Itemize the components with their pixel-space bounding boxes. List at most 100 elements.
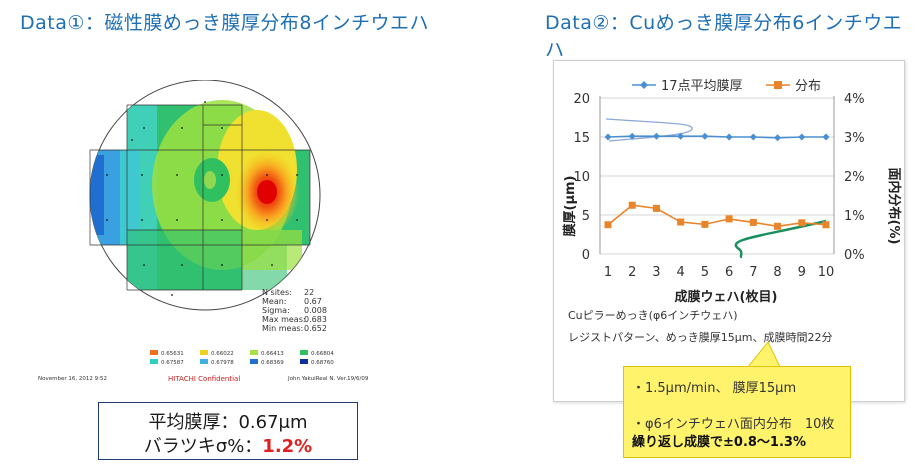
caption-line-1: Cuピラーめっき(φ6インチウェハ): [568, 309, 738, 322]
caption-line-2: レジストパターン、めっき膜厚15μm、成膜時間22分: [568, 331, 833, 344]
legend-series-1: 17点平均膜厚: [661, 79, 743, 94]
y-axis-left-title: 膜厚(μm): [562, 176, 578, 237]
y-right-tick-label: 2%: [844, 170, 865, 185]
stat-value: 0.008: [304, 306, 327, 315]
legend-swatch: [150, 359, 158, 364]
summary-sigma: バラツキσ%：1.2%: [99, 432, 357, 458]
legend-swatch: [200, 359, 208, 364]
stat-row: Mean: 0.67: [262, 297, 322, 306]
line-chart: 0 5 10 15 20 0% 1% 2% 3% 4% 1 2 3 4 5 6 7 8 9 10 17点平均膜厚 分布…: [553, 60, 905, 402]
sigma-label: バラツキσ%：: [143, 436, 263, 457]
data-point-diamond: [749, 133, 757, 141]
legend-swatch: [250, 350, 258, 355]
legend-marker-square: [774, 81, 782, 89]
summary-mean: 平均膜厚：0.67μm: [148, 412, 308, 433]
y-axis-right-title: 面内分布(%): [886, 168, 902, 245]
title-left: Data①：磁性膜めっき膜厚分布8インチウエハ: [20, 12, 429, 34]
legend-value: 0.67978: [211, 360, 234, 366]
legend-swatch: [250, 359, 258, 364]
data-point-square: [774, 222, 782, 230]
legend-value: 0.66804: [311, 351, 334, 357]
x-tick-label: 10: [818, 265, 835, 280]
legend-value: 0.67587: [161, 360, 184, 366]
data-point-square: [798, 219, 806, 227]
data-point-diamond: [774, 134, 782, 142]
wafer-footer-right: John YakuiReal N. Ver.19/6/09: [288, 376, 369, 382]
stat-row: Min meas: 0.652: [262, 324, 327, 333]
line-chart-graphic: 0 5 10 15 20 0% 1% 2% 3% 4% 1 2 3 4 5 6 7 8 9 10 17点平均膜厚 分布…: [562, 79, 902, 305]
x-tick-label: 6: [725, 265, 733, 280]
legend-value: 0.68369: [261, 360, 284, 366]
x-tick-label: 7: [749, 265, 757, 280]
data-point-diamond: [604, 133, 612, 141]
stat-value: 22: [304, 288, 315, 297]
data-point-diamond: [822, 133, 830, 141]
legend-value: 0.68760: [311, 360, 334, 366]
data-point-square: [822, 221, 830, 229]
stat-row: Sigma: 0.008: [262, 306, 327, 315]
y-left-tick-label: 10: [573, 170, 590, 185]
x-tick-label: 2: [628, 265, 636, 280]
x-tick-label: 5: [701, 265, 709, 280]
data-point-square: [701, 220, 709, 228]
wafer-footer-center: HITACHI Confidential: [168, 375, 241, 383]
data-point-square: [677, 218, 685, 226]
callout-line-2: ・φ6インチウェハ面内分布 10枚: [632, 417, 835, 432]
y-right-tick-label: 1%: [844, 209, 865, 224]
summary-box: 平均膜厚：0.67μm バラツキσ%：1.2%: [98, 402, 358, 460]
stat-row: Max meas: 0.683: [262, 315, 327, 324]
upper-curve: [605, 118, 693, 142]
data-point-square: [628, 201, 636, 209]
callout-line-3: 繰り返し成膜で±0.8～1.3%: [632, 435, 806, 450]
lower-curve: [734, 219, 827, 259]
chart-legend: 17点平均膜厚 分布: [632, 79, 821, 94]
legend-swatch: [200, 350, 208, 355]
data-point-diamond: [701, 132, 709, 140]
stat-value: 0.652: [304, 324, 327, 333]
legend-value: 0.66413: [261, 351, 284, 357]
y-right-tick-label: 0%: [844, 248, 865, 263]
wafer-stats: N sites: 22 Mean: 0.67 Sigma: 0.008 Max …: [262, 288, 327, 333]
callout-line-1: ・1.5μm/min、 膜厚15μm: [632, 381, 797, 396]
stat-value: 0.67: [304, 297, 322, 306]
y-left-tick-label: 5: [582, 209, 590, 224]
data-point-diamond: [628, 132, 636, 140]
y-right-tick-label: 4%: [844, 92, 865, 107]
stat-label: Sigma:: [262, 306, 290, 315]
sigma-value: 1.2%: [262, 436, 313, 457]
stat-row: N sites: 22: [262, 288, 314, 297]
data-point-diamond: [798, 133, 806, 141]
y-left-tick-label: 20: [573, 92, 590, 107]
y-left-tick-label: 15: [573, 131, 590, 146]
x-tick-label: 1: [604, 265, 612, 280]
legend-swatch: [300, 350, 308, 355]
data-point-diamond: [725, 133, 733, 141]
y-right-tick-label: 3%: [844, 131, 865, 146]
stat-label: Min meas:: [262, 324, 304, 333]
data-point-diamond: [677, 132, 685, 140]
legend-marker-diamond: [640, 81, 648, 89]
legend-value: 0.66022: [211, 351, 234, 357]
stat-value: 0.683: [304, 315, 327, 324]
title-right: Data②：Cuめっき膜厚分布6インチウエハ: [545, 12, 903, 61]
series-line-2: [607, 204, 827, 228]
legend-value: 0.65631: [161, 351, 184, 357]
stat-label: Max meas:: [262, 315, 306, 324]
wafer-map-graphic: 0.65631 0.66022 0.66413 0.66804 0.67587 0.679…: [89, 79, 334, 366]
x-axis-title: 成膜ウェハ(枚目): [675, 289, 778, 305]
legend-swatch: [150, 350, 158, 355]
stat-label: N sites:: [262, 288, 292, 297]
callout-box: ・1.5μm/min、 膜厚15μm ・φ6インチウェハ面内分布 10枚 繰り返…: [623, 366, 851, 458]
data-point-square: [604, 221, 612, 229]
wafer-footer-left: November 16, 2012 9:52: [38, 376, 107, 382]
data-point-diamond: [652, 132, 660, 140]
x-tick-label: 3: [652, 265, 660, 280]
x-tick-label: 8: [773, 265, 781, 280]
data-point-square: [725, 215, 733, 223]
wafer-map: 0.65631 0.66022 0.66413 0.66804 0.67587 0.679…: [82, 79, 364, 390]
legend-series-2: 分布: [795, 79, 821, 94]
data-point-square: [652, 204, 660, 212]
series-line-1: [607, 135, 826, 139]
legend-swatch: [300, 359, 308, 364]
x-tick-label: 4: [677, 265, 685, 280]
